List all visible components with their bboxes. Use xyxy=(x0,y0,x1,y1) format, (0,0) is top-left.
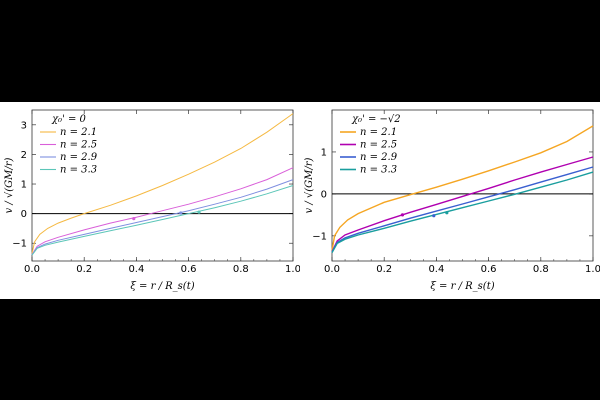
series-marker xyxy=(179,211,183,215)
legend-label: n = 3.3 xyxy=(60,165,97,176)
y-axis-label: v / √(GM/r) xyxy=(4,157,15,213)
figure-panel: 0.0 0.2 0.4 0.6 0.8 1.0 −1 0 1 2 3 χ₀' = 0 n = 2.1 n … xyxy=(0,102,600,299)
y-tick-label: −1 xyxy=(312,231,327,242)
x-tick-label: 0.2 xyxy=(76,264,92,275)
series-line-2 xyxy=(331,156,594,253)
y-tick-label: 0 xyxy=(321,189,327,200)
legend-label: n = 2.1 xyxy=(360,127,397,138)
legend-title: χ₀' = 0 xyxy=(51,114,87,125)
x-tick-label: 1.0 xyxy=(585,264,600,275)
x-tick-label: 0.4 xyxy=(128,264,144,275)
x-tick-label: 0.0 xyxy=(24,264,40,275)
series-marker xyxy=(197,210,201,214)
legend-title: χ₀' = −√2 xyxy=(351,114,401,125)
y-tick-label: 2 xyxy=(21,150,27,161)
y-axis-label: v / √(GM/r) xyxy=(304,157,315,213)
legend-label: n = 2.5 xyxy=(360,140,397,151)
y-tick-label: 3 xyxy=(21,120,27,131)
series-line-3 xyxy=(31,179,294,256)
x-tick-label: 0.4 xyxy=(428,264,444,275)
legend-label: n = 2.5 xyxy=(60,140,97,151)
series-marker xyxy=(132,217,136,221)
x-axis-label: ξ = r / R_s(t) xyxy=(430,281,494,292)
series-line-1 xyxy=(331,125,594,251)
legend-label: n = 2.1 xyxy=(60,127,97,138)
x-axis-label: ξ = r / R_s(t) xyxy=(130,281,194,292)
x-tick-label: 0.6 xyxy=(181,264,197,275)
series-marker xyxy=(432,214,436,218)
series-line-2 xyxy=(31,167,294,255)
x-tick-label: 0.6 xyxy=(481,264,497,275)
y-tick-label: 1 xyxy=(321,147,327,158)
series-marker xyxy=(445,211,449,215)
series-line-1 xyxy=(31,113,294,254)
x-tick-label: 0.8 xyxy=(233,264,249,275)
x-tick-label: 0.8 xyxy=(533,264,549,275)
legend-label: n = 3.3 xyxy=(360,165,397,176)
series-line-4 xyxy=(331,171,594,253)
legend-label: n = 2.9 xyxy=(360,152,398,163)
x-tick-label: 0.0 xyxy=(324,264,340,275)
x-tick-label: 1.0 xyxy=(285,264,300,275)
chart-left: 0.0 0.2 0.4 0.6 0.8 1.0 −1 0 1 2 3 χ₀' = 0 n = 2.1 n … xyxy=(4,109,300,292)
y-tick-label: 1 xyxy=(21,180,27,191)
y-tick-label: −1 xyxy=(12,239,27,250)
series-marker xyxy=(400,213,405,217)
legend-label: n = 2.9 xyxy=(60,152,98,163)
y-tick-label: 0 xyxy=(21,209,27,220)
x-tick-label: 0.2 xyxy=(376,264,392,275)
series-line-3 xyxy=(331,166,594,253)
series-line-4 xyxy=(31,185,294,256)
chart-right: 0.0 0.2 0.4 0.6 0.8 1.0 −1 0 1 χ₀' = −√2 n = 2.1 n … xyxy=(304,109,600,292)
